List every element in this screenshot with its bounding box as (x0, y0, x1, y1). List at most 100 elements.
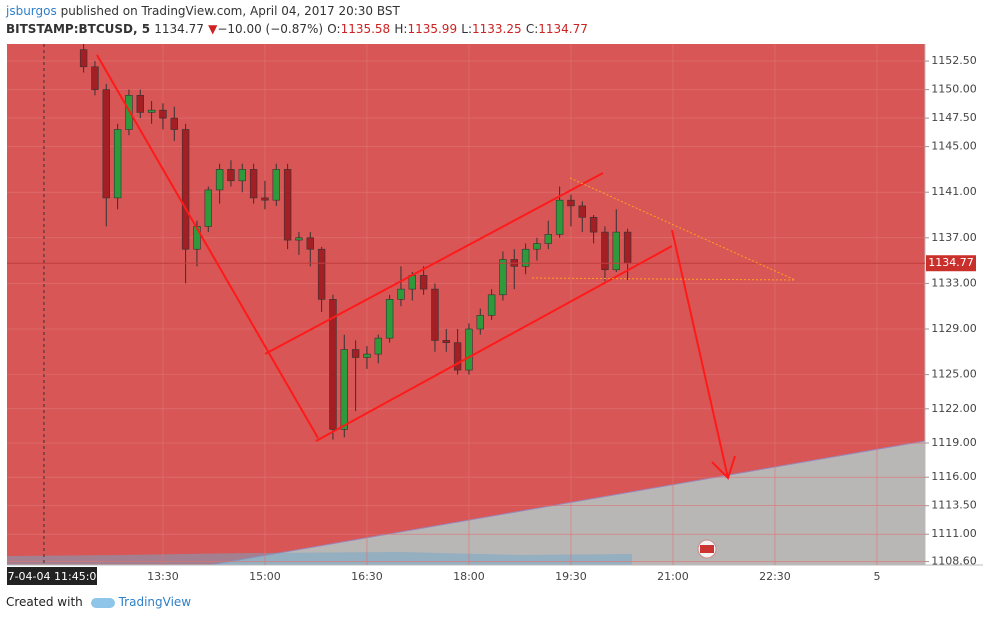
x-tick-label: 13:30 (147, 570, 179, 583)
y-tick-label: 1129.00 (931, 322, 977, 335)
candle-body (306, 237, 314, 250)
candle-body (578, 205, 586, 218)
candle-body (408, 275, 416, 290)
channel-bottom (315, 245, 673, 442)
channel-top (264, 172, 604, 355)
y-tick-label: 1119.00 (931, 436, 977, 449)
candle-body (533, 243, 541, 250)
candle-body (544, 234, 552, 244)
c-label: C: (525, 22, 539, 36)
footer: Created with TradingView (6, 595, 191, 609)
symbol: BITSTAMP:BTCUSD, 5 (6, 22, 151, 36)
candle-body (136, 95, 144, 113)
candle-body (431, 288, 439, 341)
zone-edge (209, 440, 926, 566)
candle-body (159, 109, 167, 119)
candle-body (295, 237, 303, 241)
header-line: jsburgos published on TradingView.com, A… (6, 4, 400, 18)
y-tick-label: 1145.00 (931, 140, 977, 153)
candle-body (181, 129, 190, 250)
arrow-head (711, 455, 736, 480)
candle-body (385, 299, 394, 339)
candle-body (193, 226, 201, 250)
candle-body (499, 259, 507, 296)
candle-body (487, 294, 496, 316)
candle-body (465, 328, 473, 371)
y-tick-label: 1122.00 (931, 402, 977, 415)
candle-body (363, 353, 371, 358)
h: 1135.99 (407, 22, 458, 36)
last-price-box (926, 255, 976, 272)
logo (90, 597, 115, 608)
candle-body (79, 49, 88, 68)
candle-body (374, 337, 382, 355)
gray-zone (210, 441, 925, 565)
created: Created with (6, 595, 83, 609)
candle-body (227, 169, 235, 182)
candle-body (91, 66, 99, 90)
x-tick-label: 22:30 (759, 570, 791, 583)
x-tick-label: 18:00 (453, 570, 485, 583)
candle-body (476, 315, 484, 330)
y-tick-label: 1111.00 (931, 527, 977, 540)
candle-body (329, 299, 337, 430)
o-label: O: (327, 22, 341, 36)
l: 1133.25 (472, 22, 522, 36)
y-tick-label: 1152.50 (931, 54, 977, 67)
candle-body (601, 231, 609, 271)
x-tick-label: 21:00 (657, 570, 689, 583)
candle-body (419, 275, 428, 290)
candle-body (317, 248, 326, 300)
y-tick-label: 1133.00 (931, 276, 977, 289)
candle-body (442, 340, 450, 343)
x-tick-label: 5 (873, 570, 880, 583)
crosshair-label: 17-04-04 11:45:00 (1, 570, 104, 583)
author[interactable]: jsburgos (6, 4, 57, 18)
candle-body (567, 199, 575, 207)
candle-body (272, 169, 280, 201)
y-tick-label: 1108.60 (931, 555, 977, 568)
arrow-shaft (671, 229, 729, 479)
candle-body (249, 169, 258, 199)
candle-body (397, 288, 405, 300)
candle-body (238, 169, 246, 182)
x-tick-label: 15:00 (249, 570, 281, 583)
candle-body (170, 117, 178, 130)
x-tick-label: 16:30 (351, 570, 383, 583)
background-zone (7, 44, 925, 565)
candle-body (147, 109, 156, 113)
candle-body (113, 129, 122, 199)
candle-body (125, 95, 133, 130)
price-axis (925, 44, 983, 565)
y-tick-label: 1116.00 (931, 470, 977, 483)
y-tick-label: 1125.00 (931, 368, 977, 381)
flag-icon (700, 545, 714, 553)
y-tick-label: 1147.50 (931, 111, 977, 124)
candle-body (623, 231, 632, 264)
y-tick-label: 1141.00 (931, 185, 977, 198)
y-tick-label: 1113.50 (931, 499, 977, 512)
volume-area (7, 552, 632, 565)
candle-body (351, 349, 360, 358)
c: 1134.77 (538, 22, 588, 36)
marks (7, 44, 925, 565)
symbol-line: BITSTAMP:BTCUSD, 5 1134.77 ▼−10.00 (−0.8… (6, 22, 588, 36)
event-flag[interactable] (697, 539, 717, 559)
candle-body (215, 169, 224, 191)
published: published on TradingView.com, April 04, … (60, 4, 400, 18)
l-label: L: (461, 22, 472, 36)
candle-body (204, 189, 212, 227)
candle-body (521, 248, 530, 267)
candle-body (453, 342, 462, 371)
o: 1135.58 (340, 22, 391, 36)
change: −10.00 (−0.87%) (217, 22, 324, 36)
arrow: ▼ (208, 22, 218, 36)
y-tick-label: 1150.00 (931, 83, 977, 96)
candle-body (510, 259, 518, 267)
candle-body (589, 216, 598, 233)
brand[interactable]: TradingView (118, 595, 192, 609)
candle-body (261, 197, 269, 201)
h-label: H: (394, 22, 408, 36)
